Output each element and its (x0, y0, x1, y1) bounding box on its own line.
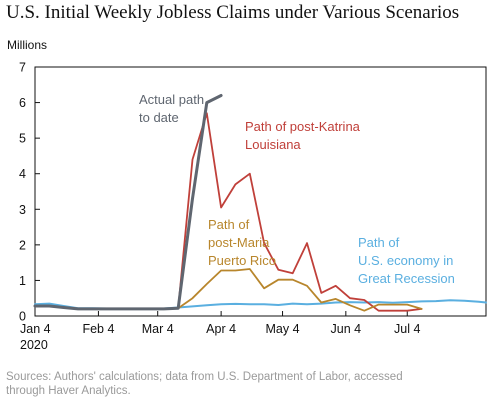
series-label-3: Path of (208, 217, 250, 232)
series-label-2: Louisiana (245, 137, 301, 152)
series-line-4 (33, 94, 223, 311)
series-label-1: Great Recession (358, 271, 455, 286)
series-label-3: post-Maria (208, 235, 270, 250)
source-line-2: through Haver Analytics. (6, 385, 131, 397)
y-tick-label: 1 (19, 274, 26, 288)
x-tick-label: Jan 4 (20, 322, 51, 336)
y-tick-label: 3 (19, 203, 26, 217)
series-label-3: Puerto Rico (208, 253, 276, 268)
chart-title: U.S. Initial Weekly Jobless Claims under… (6, 2, 460, 23)
y-tick-label: 0 (19, 310, 26, 324)
source-line-1: Sources: Authors' calculations; data fro… (6, 371, 403, 383)
y-axis-label: Millions (7, 38, 48, 52)
series-label-1: Path of (358, 235, 400, 250)
plot-frame (34, 66, 487, 317)
x-tick-label: May 4 (266, 322, 300, 336)
x-tick-label: Feb 4 (82, 322, 114, 336)
series-line-2 (177, 112, 423, 312)
series-label-4: Actual path (139, 92, 204, 107)
y-tick-label: 6 (19, 96, 26, 110)
y-tick-label: 2 (19, 238, 26, 252)
series-label-2: Path of post-Katrina (245, 119, 361, 134)
y-tick-label: 4 (19, 167, 26, 181)
source-note: Sources: Authors' calculations; data fro… (6, 370, 496, 398)
x-tick-year-label: 2020 (20, 338, 48, 352)
y-tick-label: 5 (19, 132, 26, 146)
series-line-3 (177, 268, 423, 312)
series-label-4: to date (139, 110, 179, 125)
series-label-1: U.S. economy in (358, 253, 453, 268)
x-tick-label: Jun 4 (331, 322, 362, 336)
x-tick-label: Mar 4 (142, 322, 174, 336)
y-tick-label: 7 (19, 61, 26, 75)
x-tick-label: Jul 4 (394, 322, 420, 336)
x-tick-label: Apr 4 (206, 322, 236, 336)
